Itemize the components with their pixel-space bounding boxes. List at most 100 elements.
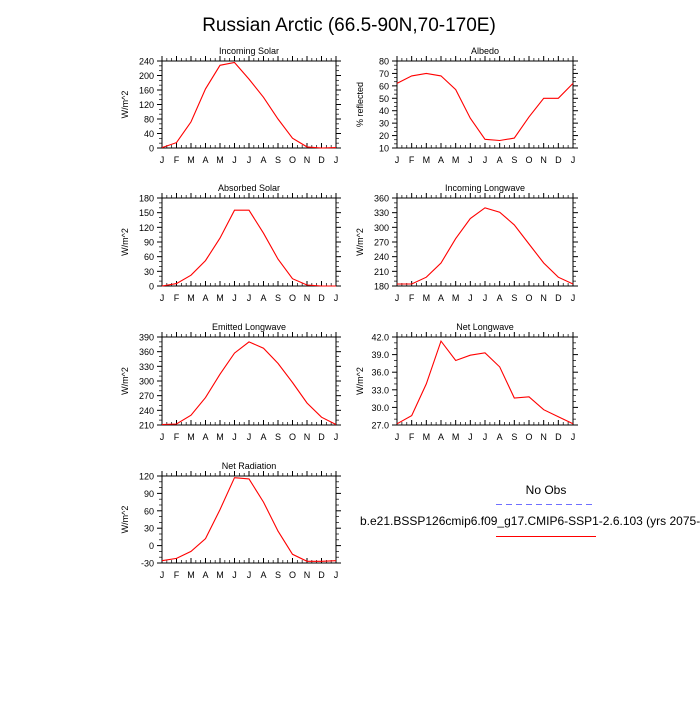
x-tick-label: N [540, 432, 547, 442]
x-tick-label: M [452, 432, 460, 442]
y-tick-label: 30 [379, 119, 389, 129]
y-tick-label: 360 [374, 194, 389, 204]
x-tick-label: A [497, 293, 503, 303]
x-tick-label: J [232, 570, 237, 580]
y-tick-label: 30.0 [371, 403, 389, 413]
x-tick-label: D [318, 293, 325, 303]
x-tick-label: J [232, 432, 237, 442]
x-tick-label: M [216, 293, 224, 303]
y-tick-label: 240 [139, 406, 154, 416]
x-tick-label: F [409, 293, 415, 303]
x-tick-label: O [525, 293, 532, 303]
y-tick-label: 180 [139, 194, 154, 204]
x-tick-label: M [187, 293, 195, 303]
x-tick-label: D [318, 570, 325, 580]
x-tick-label: J [334, 293, 339, 303]
x-tick-label: O [525, 155, 532, 165]
x-tick-label: N [304, 570, 311, 580]
y-tick-label: 40 [144, 129, 154, 139]
plot-frame [396, 336, 574, 426]
plot-frame [161, 475, 337, 564]
y-tick-label: 27.0 [371, 421, 389, 431]
plot-frame [161, 60, 337, 149]
series-line [396, 72, 574, 142]
x-tick-label: A [260, 293, 266, 303]
panel-title: Net Radiation [222, 461, 277, 471]
x-tick-label: J [571, 432, 576, 442]
figure-title: Russian Arctic (66.5-90N,70-170E) [202, 15, 496, 36]
series-line [161, 61, 337, 149]
x-tick-label: F [409, 432, 415, 442]
x-tick-label: S [511, 432, 517, 442]
x-tick-label: J [247, 570, 252, 580]
y-tick-label: 40 [379, 106, 389, 116]
series-line [161, 209, 336, 287]
y-tick-label: 360 [139, 347, 154, 357]
x-tick-label: A [202, 155, 208, 165]
x-tick-label: F [174, 432, 180, 442]
x-tick-label: A [202, 570, 208, 580]
series-line [161, 477, 337, 562]
y-tick-label: 80 [144, 115, 154, 125]
y-tick-label: -30 [141, 559, 154, 569]
x-tick-label: A [438, 432, 444, 442]
y-tick-label: 300 [139, 377, 154, 387]
x-tick-label: S [275, 293, 281, 303]
y-tick-label: 200 [139, 71, 154, 81]
x-tick-label: M [216, 155, 224, 165]
y-tick-label: 270 [139, 391, 154, 401]
x-tick-label: J [232, 155, 237, 165]
y-axis-label: W/m^2 [120, 367, 130, 395]
plot-frame [396, 197, 574, 287]
series-line [161, 341, 337, 426]
x-tick-label: J [483, 155, 488, 165]
y-tick-label: 60 [144, 252, 154, 262]
x-tick-label: J [160, 155, 165, 165]
x-tick-label: M [187, 155, 195, 165]
x-tick-label: O [525, 432, 532, 442]
x-tick-label: J [468, 155, 473, 165]
y-tick-label: 0 [149, 282, 154, 292]
x-tick-label: J [247, 155, 252, 165]
x-tick-label: F [174, 155, 180, 165]
x-tick-label: M [423, 293, 431, 303]
x-tick-label: J [247, 432, 252, 442]
x-tick-label: F [409, 155, 415, 165]
x-tick-label: J [571, 293, 576, 303]
x-tick-label: J [395, 432, 400, 442]
x-tick-label: A [260, 155, 266, 165]
y-tick-label: 240 [374, 252, 389, 262]
y-tick-label: 180 [374, 282, 389, 292]
chart-panel: J F M A M J J A S O N D J210240270300330360390Emitte… [120, 322, 341, 442]
y-axis-label: W/m^2 [355, 367, 365, 395]
x-tick-label: J [468, 432, 473, 442]
panel-title: Incoming Longwave [445, 183, 525, 193]
x-tick-label: S [275, 570, 281, 580]
y-tick-label: 270 [374, 238, 389, 248]
x-tick-label: J [247, 293, 252, 303]
x-tick-label: J [483, 293, 488, 303]
y-tick-label: 0 [149, 541, 154, 551]
x-tick-label: N [540, 155, 547, 165]
y-tick-label: 300 [374, 223, 389, 233]
y-tick-label: 30 [144, 267, 154, 277]
legend-model-label: b.e21.BSSP126cmip6.f09_g17.CMIP6-SSP1-2.… [360, 514, 700, 528]
y-tick-label: 390 [139, 333, 154, 343]
y-axis-label: % reflected [355, 82, 365, 127]
plot-frame [161, 336, 337, 426]
x-tick-label: J [232, 293, 237, 303]
x-tick-label: J [334, 432, 339, 442]
y-tick-label: 330 [139, 362, 154, 372]
y-tick-label: 50 [379, 94, 389, 104]
legend: No Obs b.e21.BSSP126cmip6.f09_g17.CMIP6-… [360, 483, 700, 537]
panel-title: Emitted Longwave [212, 322, 286, 332]
x-tick-label: S [275, 155, 281, 165]
panel-title: Absorbed Solar [218, 183, 280, 193]
y-tick-label: 90 [144, 489, 154, 499]
x-tick-label: D [318, 432, 325, 442]
y-tick-label: 39.0 [371, 350, 389, 360]
